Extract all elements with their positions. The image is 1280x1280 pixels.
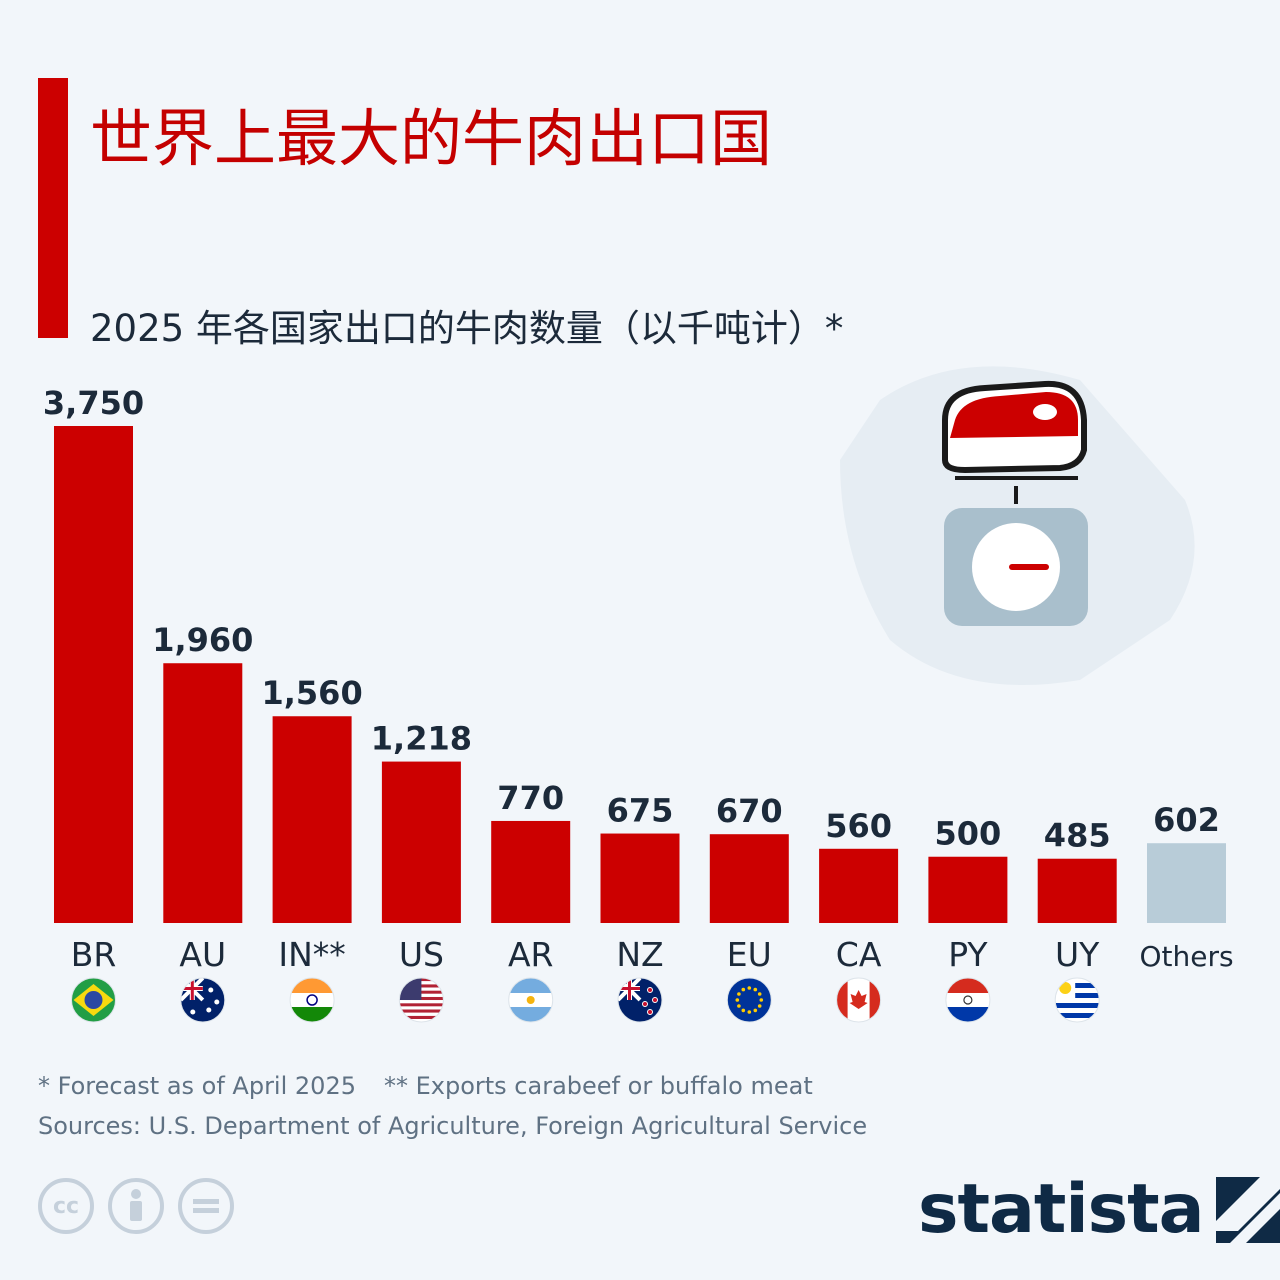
category-label: UY: [1055, 935, 1100, 974]
category-label: IN**: [278, 935, 345, 974]
canada-flag-icon: [836, 977, 882, 1023]
nd-icon[interactable]: [178, 1178, 234, 1234]
bar-uy: [1037, 858, 1117, 923]
usa-flag-icon: [398, 977, 444, 1023]
bar-ar: [491, 820, 571, 923]
value-label: 1,560: [261, 674, 362, 712]
bar-br: [54, 426, 133, 923]
value-label: 3,750: [43, 384, 144, 422]
category-label: AR: [508, 935, 554, 974]
chart-subtitle: 2025 年各国家出口的牛肉数量（以千吨计）*: [90, 307, 844, 350]
category-label: BR: [71, 935, 117, 974]
brazil-flag-icon: [71, 977, 116, 1023]
argentina-flag-icon: [508, 977, 554, 1023]
cc-icon[interactable]: cc: [38, 1178, 94, 1234]
australia-flag-icon: [180, 977, 226, 1023]
value-label: 670: [716, 792, 783, 830]
category-label: NZ: [616, 935, 663, 974]
statista-mark-icon: [1215, 1176, 1280, 1243]
bar-au: [163, 663, 243, 923]
value-label: 602: [1153, 801, 1220, 839]
value-label: 485: [1044, 817, 1111, 855]
value-label: 500: [935, 815, 1002, 853]
uruguay-flag-icon: [1054, 977, 1100, 1023]
title-accent-bar: [38, 78, 68, 338]
footnote-carabeef: ** Exports carabeef or buffalo meat: [383, 1072, 813, 1100]
value-label: 1,218: [371, 720, 472, 758]
license-icons: cc: [38, 1178, 234, 1234]
statista-logo[interactable]: statista: [918, 1170, 1280, 1249]
bar-in: [272, 716, 352, 923]
new-zealand-flag-icon: [617, 977, 663, 1023]
category-label: EU: [727, 935, 772, 974]
bar-py: [928, 856, 1008, 923]
footnotes: * Forecast as of April 2025 ** Exports ca…: [38, 1066, 867, 1146]
chart-title: 世界上最大的牛肉出口国: [90, 102, 773, 175]
value-label: 560: [825, 807, 892, 845]
bar-eu: [709, 834, 789, 923]
bar-nz: [600, 833, 680, 923]
value-label: 1,960: [152, 621, 253, 659]
india-flag-icon: [289, 977, 335, 1023]
value-label: 770: [497, 779, 564, 817]
bar-ca: [819, 848, 899, 923]
category-label: AU: [179, 935, 226, 974]
footnote-forecast: * Forecast as of April 2025: [38, 1072, 356, 1100]
value-label: 675: [607, 792, 674, 830]
bar-others: [1147, 843, 1226, 923]
source-note: Sources: U.S. Department of Agriculture,…: [38, 1112, 868, 1140]
category-label: CA: [836, 935, 882, 974]
paraguay-flag-icon: [945, 977, 991, 1023]
beef-scale-icon: [840, 366, 1195, 685]
category-label: US: [399, 935, 444, 974]
bar-us: [381, 761, 461, 923]
category-label: Others: [1139, 940, 1233, 973]
brand-name: statista: [918, 1170, 1205, 1249]
eu-flag-icon: [726, 977, 772, 1023]
category-label: PY: [948, 935, 988, 974]
by-icon[interactable]: [108, 1178, 164, 1234]
